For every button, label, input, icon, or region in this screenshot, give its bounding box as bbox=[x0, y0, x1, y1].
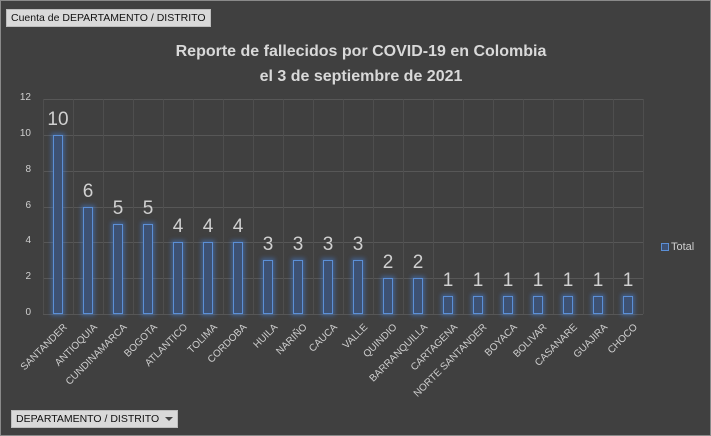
x-tick-label: CHOCO bbox=[605, 322, 641, 357]
bar[interactable] bbox=[83, 206, 93, 314]
bar[interactable] bbox=[563, 296, 573, 314]
legend-swatch-icon bbox=[661, 243, 669, 251]
chart-title-line-2: el 3 de septiembre de 2021 bbox=[259, 68, 463, 85]
bar[interactable] bbox=[353, 260, 363, 314]
gridline-vertical bbox=[523, 99, 524, 314]
gridline-vertical bbox=[253, 99, 254, 314]
axis-field-label: DEPARTAMENTO / DISTRITO bbox=[16, 413, 160, 425]
data-label: 1 bbox=[592, 270, 604, 292]
gridline-horizontal bbox=[43, 314, 643, 315]
gridline-vertical bbox=[583, 99, 584, 314]
gridline-vertical bbox=[133, 99, 134, 314]
bar[interactable] bbox=[173, 242, 183, 314]
bar[interactable] bbox=[323, 260, 333, 314]
chart-title-line-1: Reporte de fallecidos por COVID-19 en Co… bbox=[175, 43, 547, 60]
data-label: 3 bbox=[322, 234, 334, 256]
bar[interactable] bbox=[443, 296, 453, 314]
chart-title: Reporte de fallecidos por COVID-19 en Co… bbox=[121, 39, 601, 89]
gridline-vertical bbox=[553, 99, 554, 314]
data-label: 10 bbox=[47, 108, 69, 130]
y-tick-label: 12 bbox=[19, 92, 31, 103]
data-label: 1 bbox=[622, 270, 634, 292]
legend[interactable]: Total bbox=[661, 241, 694, 253]
gridline-vertical bbox=[463, 99, 464, 314]
bar[interactable] bbox=[503, 296, 513, 314]
gridline-vertical bbox=[343, 99, 344, 314]
data-label: 1 bbox=[502, 270, 514, 292]
bar[interactable] bbox=[623, 296, 633, 314]
gridline-vertical bbox=[43, 99, 44, 314]
y-tick-label: 10 bbox=[19, 127, 31, 139]
data-label: 1 bbox=[562, 270, 574, 292]
gridline-vertical bbox=[373, 99, 374, 314]
gridline-vertical bbox=[643, 99, 644, 314]
legend-label: Total bbox=[671, 241, 695, 253]
data-label: 4 bbox=[232, 216, 244, 238]
y-tick-label: 2 bbox=[25, 271, 31, 283]
data-label: 3 bbox=[292, 234, 304, 256]
data-label: 1 bbox=[532, 270, 544, 292]
gridline-vertical bbox=[613, 99, 614, 314]
bar[interactable] bbox=[533, 296, 543, 314]
gridline-vertical bbox=[493, 99, 494, 314]
y-tick-label: 4 bbox=[25, 235, 31, 247]
y-tick-label: 0 bbox=[25, 307, 31, 318]
gridline-vertical bbox=[73, 99, 74, 314]
y-tick-label: 6 bbox=[25, 199, 31, 211]
data-label: 3 bbox=[352, 234, 364, 256]
gridline-vertical bbox=[433, 99, 434, 314]
bar[interactable] bbox=[113, 224, 123, 314]
x-tick-label: NARIÑO bbox=[274, 322, 310, 358]
y-tick-label: 8 bbox=[25, 163, 31, 175]
bar[interactable] bbox=[143, 224, 153, 314]
data-label: 3 bbox=[262, 234, 274, 256]
gridline-vertical bbox=[193, 99, 194, 314]
gridline-vertical bbox=[403, 99, 404, 314]
x-tick-label: CAUCA bbox=[307, 322, 340, 355]
data-label: 2 bbox=[382, 252, 394, 274]
data-label: 1 bbox=[442, 270, 454, 292]
gridline-vertical bbox=[223, 99, 224, 314]
bar[interactable] bbox=[203, 242, 213, 314]
data-label: 1 bbox=[472, 270, 484, 292]
data-label: 4 bbox=[172, 216, 184, 238]
bar[interactable] bbox=[53, 134, 63, 314]
bar[interactable] bbox=[233, 242, 243, 314]
bar[interactable] bbox=[383, 278, 393, 314]
gridline-vertical bbox=[313, 99, 314, 314]
dropdown-caret-icon bbox=[165, 417, 174, 422]
bar[interactable] bbox=[263, 260, 273, 314]
gridline-vertical bbox=[283, 99, 284, 314]
bar[interactable] bbox=[293, 260, 303, 314]
axis-field-button[interactable]: DEPARTAMENTO / DISTRITO bbox=[11, 410, 179, 428]
gridline-vertical bbox=[163, 99, 164, 314]
data-label: 4 bbox=[202, 216, 214, 238]
bar[interactable] bbox=[593, 296, 603, 314]
data-label: 5 bbox=[142, 198, 154, 220]
value-field-button[interactable]: Cuenta de DEPARTAMENTO / DISTRITO bbox=[6, 9, 211, 27]
data-label: 2 bbox=[412, 252, 424, 274]
data-label: 5 bbox=[112, 198, 124, 220]
bar[interactable] bbox=[413, 278, 423, 314]
gridline-vertical bbox=[103, 99, 104, 314]
bar[interactable] bbox=[473, 296, 483, 314]
plot-area[interactable]: 10 6 5 5 4 4 4 3 3 3 3 2 2 1 1 1 1 1 1 1 bbox=[43, 99, 644, 315]
data-label: 6 bbox=[82, 180, 94, 202]
